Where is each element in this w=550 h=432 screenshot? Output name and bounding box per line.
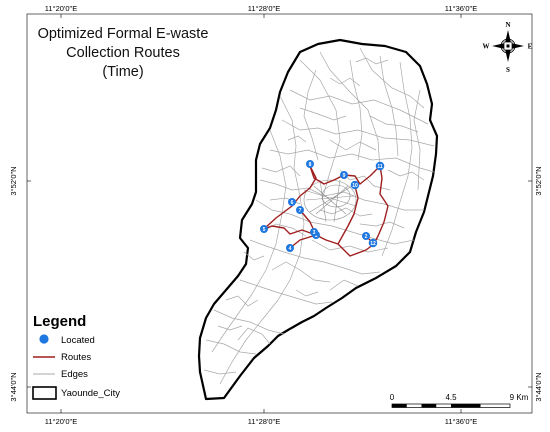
point-8[interactable]: 8 (306, 160, 314, 168)
legend-edges-label: Edges (61, 369, 88, 380)
scale-bar-segment-3 (451, 404, 481, 408)
point-4-label: 4 (289, 246, 292, 252)
point-9[interactable]: 9 (340, 171, 348, 179)
legend-title: Legend (33, 313, 86, 330)
legend-located-symbol (39, 334, 49, 344)
map-title-line-3: (Time) (102, 64, 143, 80)
scale-bar-segment-2 (421, 404, 437, 408)
compass-s-label: S (506, 66, 510, 74)
legend-boundary-symbol (32, 386, 57, 400)
lat-label-left-2: 3°44'0"N (9, 372, 18, 401)
point-3-label: 3 (313, 230, 316, 236)
lat-label-left-1: 3°52'0"N (9, 166, 18, 195)
located-points: 1 2 3 4 5 6 7 8 9 10 11 12 (260, 160, 385, 252)
compass-star-north (505, 30, 511, 43)
lon-label-bottom-1: 11°20'0"E (45, 417, 77, 426)
scale-tick-0: 0 (390, 393, 395, 402)
point-11-label: 11 (377, 164, 383, 170)
compass-n-label: N (505, 21, 510, 29)
compass-center-dot (506, 44, 510, 48)
lat-label-right-1: 3°52'0"N (534, 166, 543, 195)
lon-label-top-1: 11°20'0"E (45, 4, 77, 13)
legend-routes-label: Routes (61, 352, 91, 363)
point-9-label: 9 (343, 173, 346, 179)
point-6-label: 6 (291, 200, 294, 206)
compass-w-label: W (483, 43, 490, 51)
point-5[interactable]: 5 (260, 225, 268, 233)
compass-star-east (511, 43, 524, 49)
legend: Legend Located Routes Edges Yaounde_City (32, 313, 120, 400)
graticule-ticks (27, 14, 532, 413)
point-7-label: 7 (299, 208, 302, 214)
compass-star-south (505, 49, 511, 62)
scale-tick-end: 9 Km (510, 393, 529, 402)
road-edges (203, 47, 435, 385)
point-10[interactable]: 10 (350, 180, 360, 190)
legend-boundary-label: Yaounde_City (61, 388, 120, 399)
point-11[interactable]: 11 (375, 161, 385, 171)
lat-label-right-2: 3°44'0"N (534, 372, 543, 401)
legend-located-label: Located (61, 335, 95, 346)
lon-label-top-2: 11°28'0"E (248, 4, 280, 13)
compass-star-west (492, 43, 505, 49)
point-1-label: 1 (315, 233, 318, 239)
map-title-line-2: Collection Routes (66, 45, 180, 61)
point-12-label: 12 (370, 241, 376, 247)
urban-core-edges (303, 179, 357, 223)
point-7[interactable]: 7 (296, 206, 304, 214)
lon-label-bottom-3: 11°36'0"E (445, 417, 477, 426)
point-4[interactable]: 4 (286, 244, 294, 252)
scale-tick-mid: 4.5 (445, 393, 457, 402)
point-10-label: 10 (352, 183, 358, 189)
point-12[interactable]: 12 (368, 238, 378, 248)
city-boundary (197, 38, 439, 401)
map-frame (26, 13, 533, 414)
point-2[interactable]: 2 (362, 232, 370, 240)
point-3[interactable]: 3 (310, 228, 318, 236)
map-title-line-1: Optimized Formal E-waste (38, 26, 209, 42)
north-arrow: N S E W (483, 21, 533, 74)
point-5-label: 5 (263, 227, 266, 233)
point-8-label: 8 (309, 162, 312, 168)
lon-label-bottom-2: 11°28'0"E (248, 417, 280, 426)
point-2-label: 2 (365, 234, 368, 240)
lon-label-top-3: 11°36'0"E (445, 4, 477, 13)
scale-bar-segment-1 (392, 404, 407, 408)
point-6[interactable]: 6 (288, 198, 296, 206)
scale-bar: 0 4.5 9 Km (390, 393, 529, 408)
compass-e-label: E (528, 43, 533, 51)
